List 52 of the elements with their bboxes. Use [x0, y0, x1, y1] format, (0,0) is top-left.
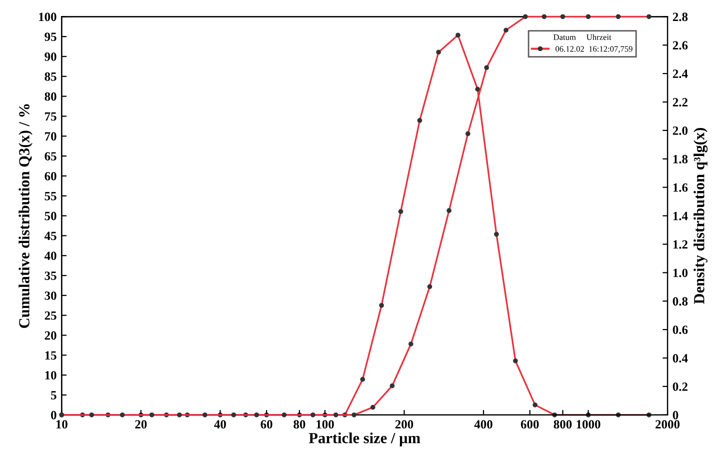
x-tick-label: 60	[260, 420, 272, 429]
x-tick-label: 40	[214, 420, 226, 429]
y-tick-label: 55	[44, 192, 56, 200]
y-axis-title: Cumulative distribution Q3(x) / %	[18, 104, 32, 328]
y2-tick-label: 0.4	[672, 354, 688, 363]
y-tick-label: 70	[45, 132, 56, 141]
y2-tick-label: 2.4	[672, 70, 688, 78]
x-tick-label: 20	[135, 420, 147, 429]
y-tick-label: 25	[44, 311, 56, 320]
y2-tick-label: 1.0	[673, 268, 688, 278]
x-tick-label: 2000	[656, 420, 680, 429]
y2-tick-label: 0.6	[672, 326, 688, 334]
legend-title: Datum Uhrzeit	[554, 34, 612, 40]
y2-tick-label: 1.6	[673, 183, 688, 192]
y-tick-label: 30	[44, 291, 56, 300]
y2-tick-label: 0	[672, 410, 678, 420]
y2-tick-label: 1.2	[673, 240, 688, 249]
y2-tick-label: 0.8	[672, 297, 688, 306]
y-tick-label: 20	[44, 331, 56, 340]
y2-tick-label: 0.2	[672, 382, 688, 391]
legend-label: 06.12.02 16:12:07,759	[556, 46, 632, 53]
y-tick-label: 80	[44, 92, 56, 101]
x-tick-label: 1000	[576, 420, 600, 429]
y2-axis-title: Density distribution q³lg(x)	[694, 128, 708, 304]
y-tick-label: 90	[44, 52, 56, 61]
x-tick-label: 800	[554, 420, 572, 429]
x-tick-label: 100	[316, 420, 334, 429]
y-tick-label: 0	[51, 410, 56, 420]
x-tick-label: 80	[294, 420, 306, 429]
x-tick-label: 200	[395, 420, 414, 429]
y-tick-label: 5	[51, 391, 56, 400]
y2-tick-label: 2.8	[672, 12, 688, 22]
x-axis-title: Particle size / µm	[308, 432, 420, 446]
y-tick-label: 45	[44, 232, 56, 240]
y-tick-label: 100	[39, 12, 56, 22]
x-tick-label: 600	[520, 420, 539, 429]
y2-tick-label: 1.4	[673, 212, 688, 220]
y2-tick-label: 2.6	[672, 41, 688, 50]
y-tick-label: 50	[44, 212, 56, 220]
y2-tick-label: 2.0	[672, 126, 688, 135]
y-tick-label: 60	[44, 172, 56, 180]
y-tick-label: 10	[45, 371, 56, 380]
x-tick-label: 400	[474, 420, 492, 429]
y-tick-label: 95	[44, 32, 56, 42]
y-tick-label: 35	[44, 272, 56, 280]
y-tick-label: 40	[44, 252, 56, 260]
y-tick-label: 75	[45, 112, 56, 121]
y2-tick-label: 2.2	[672, 98, 688, 107]
y-tick-label: 85	[44, 72, 56, 81]
y-tick-label: 15	[45, 351, 56, 360]
y2-tick-label: 1.8	[673, 154, 688, 164]
y-tick-label: 65	[44, 152, 56, 160]
